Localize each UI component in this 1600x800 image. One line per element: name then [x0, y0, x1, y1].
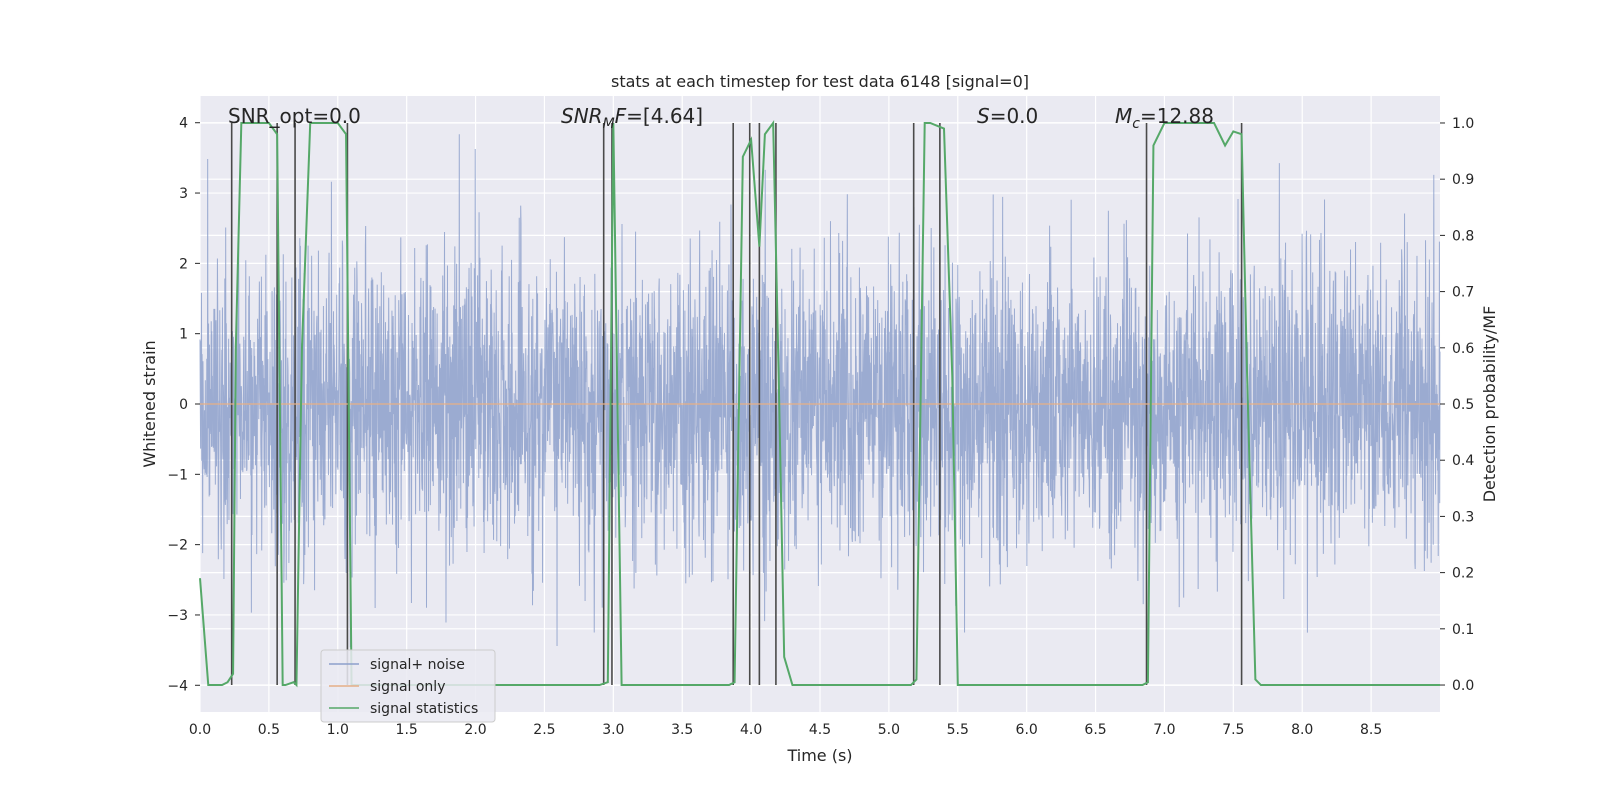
y-right-tick-label-6: 0.4 [1452, 453, 1474, 469]
y-left-tick-label-5: −1 [167, 467, 188, 483]
x-tick-label-1: 0.5 [258, 722, 280, 738]
annotation-mc: Mc=12.88 [1115, 104, 1214, 132]
x-tick-label-5: 2.5 [533, 722, 555, 738]
series-signal-noise [199, 134, 1441, 648]
chart-title: stats at each timestep for test data 614… [611, 72, 1029, 91]
y-right-tick-label-3: 0.7 [1452, 285, 1474, 301]
y-axis-left-label: Whitened strain [140, 340, 159, 467]
y-right-tick-label-7: 0.3 [1452, 509, 1474, 525]
x-axis-label: Time (s) [786, 746, 852, 765]
x-tick-label-11: 5.5 [947, 722, 969, 738]
x-tick-label-14: 7.0 [1153, 722, 1175, 738]
y-left-tick-label-4: 0 [179, 397, 188, 413]
signal-statistics-line [199, 120, 1440, 688]
y-left-tick-label-7: −3 [167, 608, 188, 624]
legend-label-signal-only: signal only [370, 679, 445, 695]
x-tick-label-3: 1.5 [396, 722, 418, 738]
x-tick-label-12: 6.0 [1016, 722, 1038, 738]
legend-label-signal-noise: signal+ noise [370, 657, 465, 673]
series-signal-statistics [199, 120, 1440, 688]
x-tick-label-13: 6.5 [1084, 722, 1106, 738]
y-axis-right-label: Detection probability/MF [1480, 306, 1499, 503]
x-tick-label-4: 2.0 [464, 722, 486, 738]
y-right-tick-label-4: 0.6 [1452, 341, 1474, 357]
y-left-tick-label-2: 2 [179, 256, 188, 272]
x-tick-label-9: 4.5 [809, 722, 831, 738]
y-right-tick-label-0: 1.0 [1452, 116, 1474, 132]
y-left-tick-label-1: 3 [179, 186, 188, 202]
y-right-tick-label-1: 0.9 [1452, 172, 1474, 188]
y-left-tick-label-6: −2 [167, 538, 188, 554]
y-right-tick-label-8: 0.2 [1452, 566, 1474, 582]
annotation-s: S=0.0 [977, 104, 1038, 128]
legend: signal+ noise signal only signal statist… [320, 649, 496, 723]
y-left-tick-label-8: −4 [167, 678, 188, 694]
y-left-tick-label-3: 1 [179, 327, 188, 343]
x-tick-label-8: 4.0 [740, 722, 762, 738]
y-right-tick-label-5: 0.5 [1452, 397, 1474, 413]
annotation-snr-opt: SNR_opt=0.0 [228, 104, 361, 128]
noise-trace [199, 134, 1441, 648]
x-tick-label-17: 8.5 [1360, 722, 1382, 738]
x-tick-label-15: 7.5 [1222, 722, 1244, 738]
x-tick-label-2: 1.0 [327, 722, 349, 738]
y-right-tick-label-10: 0.0 [1452, 678, 1474, 694]
y-right-tick-label-9: 0.1 [1452, 622, 1474, 638]
x-tick-label-10: 5.0 [878, 722, 900, 738]
x-tick-label-7: 3.5 [671, 722, 693, 738]
annotation-snr-mf: SNRMF=[4.64] [561, 104, 703, 132]
x-tick-label-0: 0.0 [189, 722, 211, 738]
legend-label-signal-statistics: signal statistics [370, 701, 478, 717]
y-left-tick-label-0: 4 [179, 116, 188, 132]
legend-box [320, 649, 496, 723]
x-tick-label-16: 8.0 [1291, 722, 1313, 738]
x-tick-label-6: 3.0 [602, 722, 624, 738]
axis-ticks: 0.0 0.5 1.0 1.5 2.0 2.5 3.0 3.5 4.0 4.5 5.0 5.5 6.0 6… [167, 116, 1474, 738]
y-right-tick-label-2: 0.8 [1452, 228, 1474, 244]
